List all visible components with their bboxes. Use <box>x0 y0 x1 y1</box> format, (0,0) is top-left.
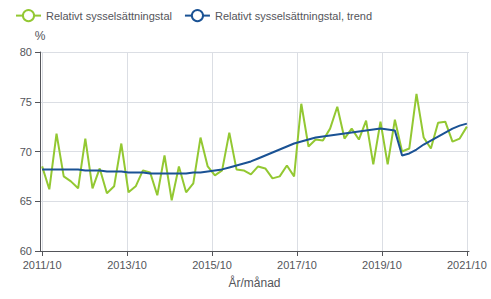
svg-text:2019/10: 2019/10 <box>362 259 402 271</box>
svg-text:År/månad: År/månad <box>228 275 280 290</box>
svg-text:2017/10: 2017/10 <box>277 259 317 271</box>
svg-text:Relativt sysselsättningstal: Relativt sysselsättningstal <box>46 10 172 22</box>
svg-text:70: 70 <box>20 146 32 158</box>
svg-text:2021/10: 2021/10 <box>447 259 487 271</box>
svg-text:75: 75 <box>20 96 32 108</box>
svg-text:%: % <box>35 29 46 43</box>
svg-text:60: 60 <box>20 245 32 257</box>
svg-text:65: 65 <box>20 195 32 207</box>
svg-text:2013/10: 2013/10 <box>107 259 147 271</box>
svg-text:2011/10: 2011/10 <box>23 259 62 271</box>
svg-text:80: 80 <box>20 46 32 58</box>
svg-text:2015/10: 2015/10 <box>192 259 232 271</box>
svg-text:Relativt sysselsättningstal, t: Relativt sysselsättningstal, trend <box>215 10 372 22</box>
